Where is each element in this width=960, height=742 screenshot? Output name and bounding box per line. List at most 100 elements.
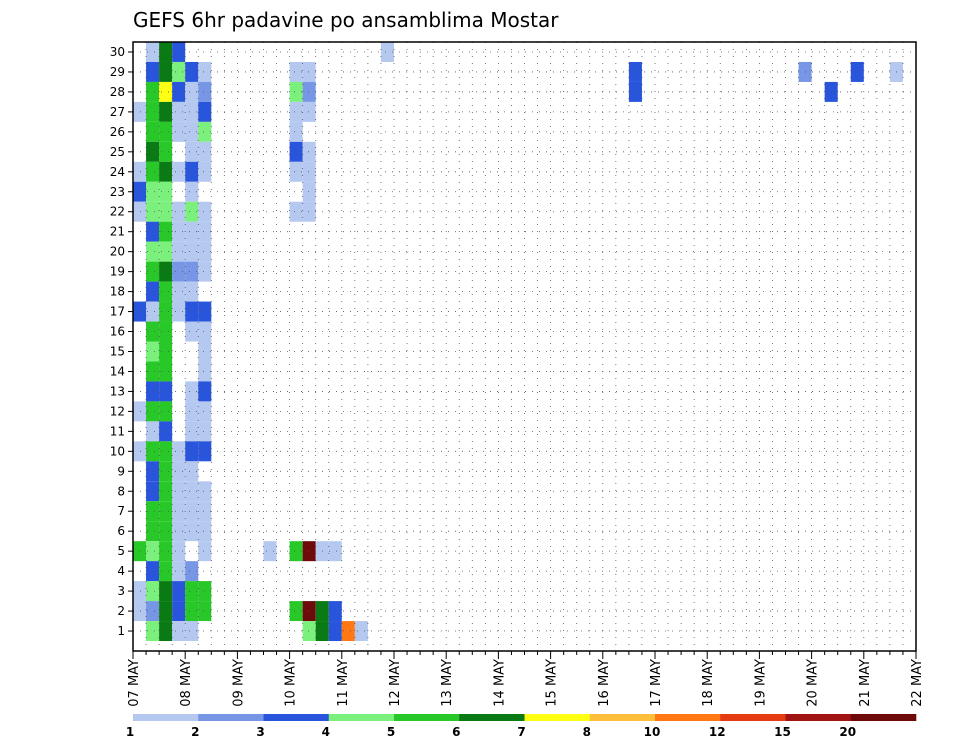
heatmap-cell <box>146 581 160 602</box>
heatmap-cell <box>198 341 212 362</box>
heatmap-cell <box>172 42 186 62</box>
heatmap-cell <box>628 81 642 102</box>
heatmap-cell <box>198 161 212 182</box>
y-tick-label: 28 <box>110 85 125 99</box>
colorbar-label: 12 <box>709 725 726 739</box>
heatmap-cell <box>159 321 173 342</box>
heatmap-cell <box>302 181 316 202</box>
y-tick-label: 4 <box>117 564 125 578</box>
heatmap-cell <box>172 481 186 502</box>
heatmap-cell <box>198 261 212 282</box>
heatmap-cell <box>185 461 199 482</box>
colorbar-swatch <box>133 714 199 721</box>
heatmap-cell <box>302 621 316 642</box>
y-axis: 1234567891011121314151617181920212223242… <box>110 45 133 638</box>
heatmap-cell <box>198 401 212 422</box>
x-tick-label: 18 MAY <box>701 659 716 707</box>
heatmap-cell <box>302 81 316 102</box>
x-tick-label: 10 MAY <box>284 659 299 707</box>
heatmap-cell <box>328 601 342 622</box>
heatmap-cell <box>198 301 212 322</box>
heatmap-cell <box>146 601 160 622</box>
heatmap-cell <box>159 161 173 182</box>
heatmap-cell <box>824 81 838 102</box>
heatmap-cell <box>159 261 173 282</box>
chart-title: GEFS 6hr padavine po ansamblima Mostar <box>133 8 559 32</box>
x-tick-label: 09 MAY <box>231 659 246 707</box>
y-tick-label: 2 <box>117 604 125 618</box>
y-tick-label: 15 <box>110 344 125 358</box>
y-tick-label: 19 <box>110 265 125 279</box>
heatmap-cell <box>185 401 199 422</box>
heatmap-cell <box>185 61 199 82</box>
heatmap-cell <box>146 541 160 562</box>
heatmap-cell <box>146 42 160 62</box>
heatmap-cell <box>172 101 186 122</box>
heatmap-cell <box>172 61 186 82</box>
heatmap-cell <box>159 121 173 142</box>
y-tick-label: 24 <box>110 165 125 179</box>
heatmap-cell <box>198 381 212 402</box>
heatmap-cell <box>159 42 173 62</box>
heatmap-cell <box>289 101 303 122</box>
y-tick-label: 8 <box>117 484 125 498</box>
heatmap-cell <box>159 401 173 422</box>
colorbar-label: 20 <box>839 725 856 739</box>
heatmap-cell <box>172 261 186 282</box>
heatmap-cell <box>159 441 173 462</box>
y-tick-label: 20 <box>110 245 125 259</box>
heatmap-cell <box>198 141 212 162</box>
heatmap-cell <box>159 461 173 482</box>
y-tick-label: 11 <box>110 424 125 438</box>
heatmap-cell <box>146 261 160 282</box>
heatmap-cell <box>172 461 186 482</box>
heatmap-cell <box>159 241 173 262</box>
heatmap-cell <box>341 621 355 642</box>
heatmap-cell <box>172 581 186 602</box>
heatmap-cell <box>133 101 147 122</box>
colorbar-label: 10 <box>644 725 661 739</box>
heatmap-cell <box>185 181 199 202</box>
heatmap-cell <box>146 501 160 522</box>
heatmap-cell <box>198 541 212 562</box>
colorbar-swatch <box>524 714 591 721</box>
heatmap-cell <box>146 401 160 422</box>
colorbar-swatch <box>198 714 264 721</box>
y-tick-label: 10 <box>110 444 125 458</box>
heatmap-cell <box>185 141 199 162</box>
colorbar-swatch <box>785 714 852 721</box>
x-tick-label: 13 MAY <box>440 659 455 707</box>
heatmap-cell <box>159 541 173 562</box>
heatmap-cell <box>146 201 160 222</box>
heatmap-cell <box>159 221 173 242</box>
heatmap-cell <box>198 201 212 222</box>
colorbar-label: 2 <box>191 725 199 739</box>
colorbar-swatch <box>655 714 721 721</box>
x-tick-label: 08 MAY <box>179 659 194 707</box>
heatmap-cells <box>133 42 903 642</box>
heatmap-cell <box>185 561 199 582</box>
x-tick-label: 16 MAY <box>597 659 612 707</box>
colorbar-label: 1 <box>126 725 134 739</box>
heatmap-cell <box>146 221 160 242</box>
heatmap-cell <box>159 361 173 382</box>
heatmap-cell <box>185 261 199 282</box>
heatmap-cell <box>146 101 160 122</box>
heatmap-cell <box>289 601 303 622</box>
heatmap-cell <box>172 161 186 182</box>
colorbar-label: 15 <box>774 725 791 739</box>
heatmap-cell <box>172 301 186 322</box>
heatmap-cell <box>628 61 642 82</box>
heatmap-cell <box>198 81 212 102</box>
x-tick-label: 17 MAY <box>649 659 664 707</box>
y-tick-label: 7 <box>117 504 125 518</box>
heatmap-cell <box>159 81 173 102</box>
heatmap-cell <box>198 421 212 442</box>
heatmap-cell <box>198 501 212 522</box>
y-tick-label: 23 <box>110 185 125 199</box>
heatmap-cell <box>185 521 199 542</box>
heatmap-cell <box>185 281 199 302</box>
y-tick-label: 5 <box>117 544 125 558</box>
heatmap-cell <box>159 281 173 302</box>
x-tick-label: 12 MAY <box>388 659 403 707</box>
